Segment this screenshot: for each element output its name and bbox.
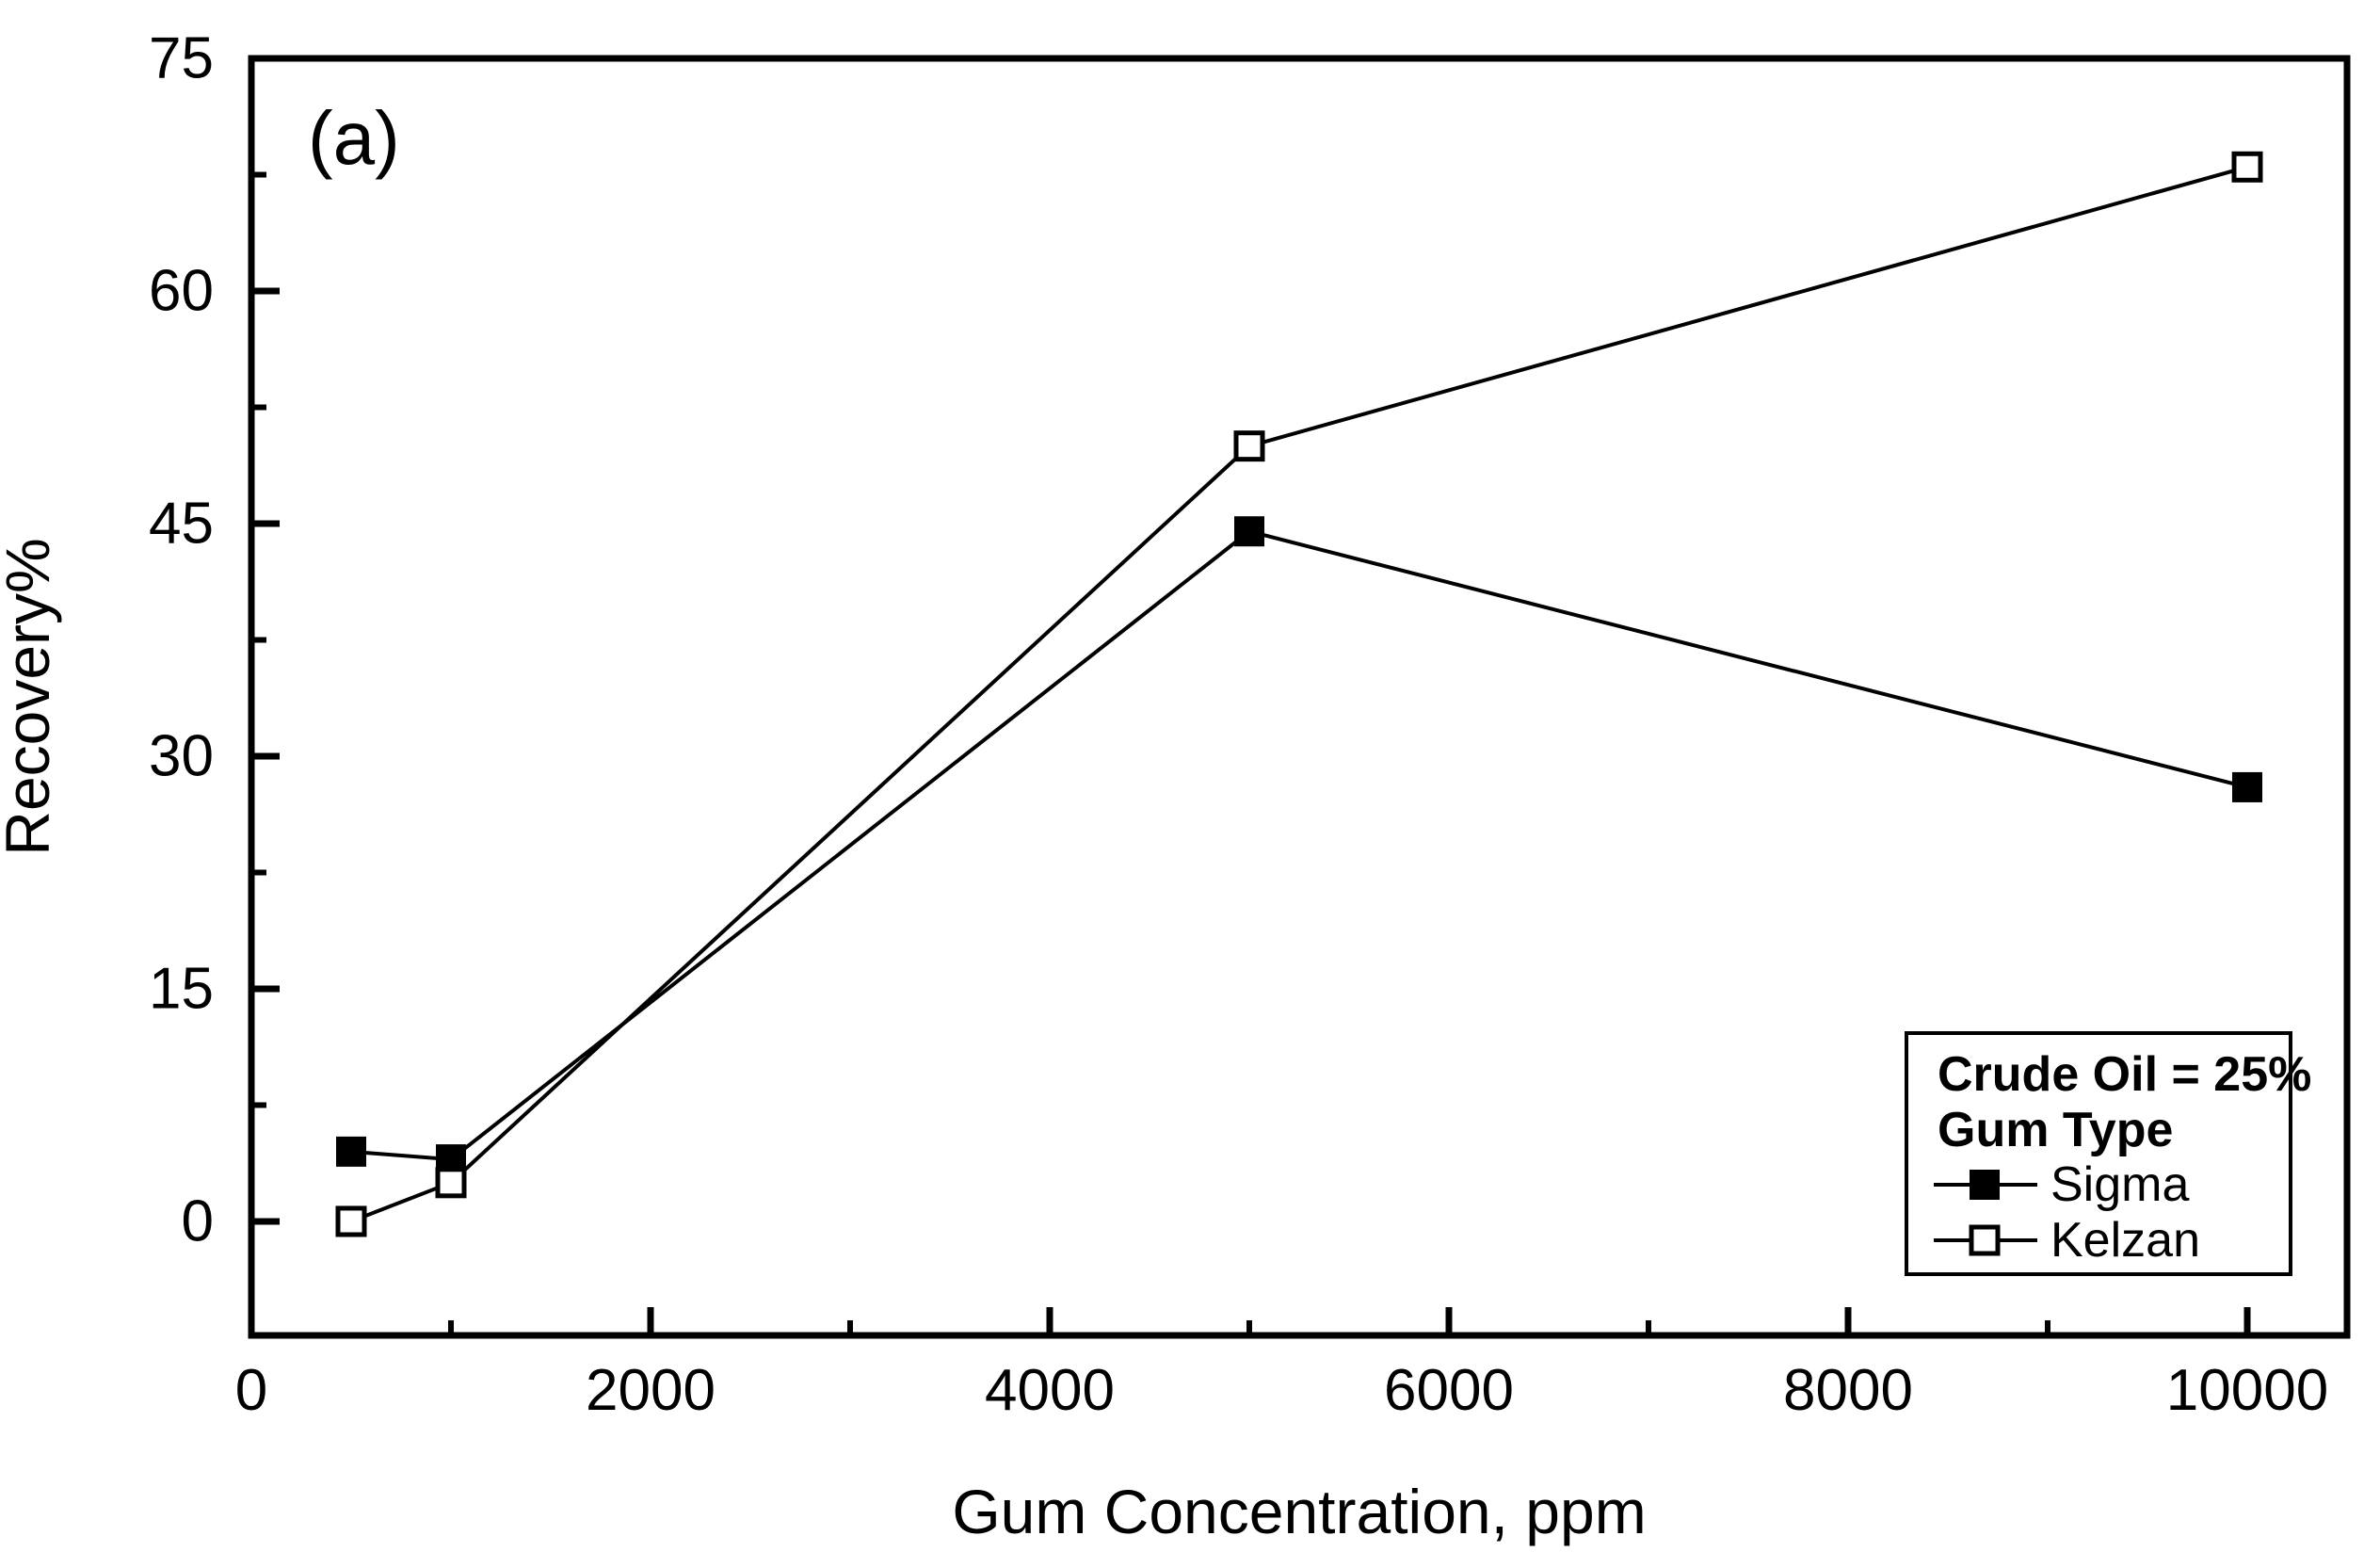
plot-frame <box>248 55 2351 1339</box>
x-tick-label: 10000 <box>2166 1358 2328 1423</box>
legend-title-line: Gum Type <box>1938 1103 2173 1157</box>
series-line-sigma <box>350 529 2248 1162</box>
y-tick-label: 60 <box>149 258 214 323</box>
data-point-sigma <box>336 1136 366 1167</box>
x-tick-label: 8000 <box>1783 1358 1913 1423</box>
x-tick-label: 6000 <box>1384 1358 1514 1423</box>
data-point-sigma <box>2232 771 2262 802</box>
plot-frame-group <box>248 55 2351 1339</box>
data-point-kelzan <box>335 1205 367 1237</box>
legend-title-line: Crude Oil = 25% <box>1938 1047 2311 1102</box>
x-tick-label: 4000 <box>985 1358 1115 1423</box>
data-point-kelzan <box>2231 151 2263 183</box>
y-tick-label: 0 <box>182 1188 214 1253</box>
panel-label: (a) <box>308 96 400 180</box>
data-point-sigma <box>1234 516 1264 547</box>
x-tick-label: 2000 <box>586 1358 716 1423</box>
data-point-kelzan <box>435 1167 467 1199</box>
y-tick-label: 45 <box>149 491 214 556</box>
x-tick-label: 0 <box>235 1358 267 1423</box>
data-series-group <box>335 151 2263 1237</box>
y-tick-label: 15 <box>149 956 214 1021</box>
legend-entry-label: Sigma <box>2050 1157 2189 1212</box>
x-axis-title: Gum Concentration, ppm <box>952 1477 1646 1546</box>
series-line-kelzan <box>350 165 2248 1223</box>
axis-ticks: 0 15 30 45 60 75 0 2000 4000 6000 8000 10000 <box>149 26 2328 1424</box>
y-tick-label: 30 <box>149 723 214 788</box>
data-point-kelzan <box>1233 430 1265 462</box>
y-axis-title: Recovery% <box>0 538 62 855</box>
legend-entry-label: Kelzan <box>2050 1213 2200 1268</box>
legend-marker-filled-square <box>1970 1170 2000 1200</box>
y-tick-label: 75 <box>149 26 214 91</box>
legend-marker-open-square <box>1969 1224 2001 1256</box>
